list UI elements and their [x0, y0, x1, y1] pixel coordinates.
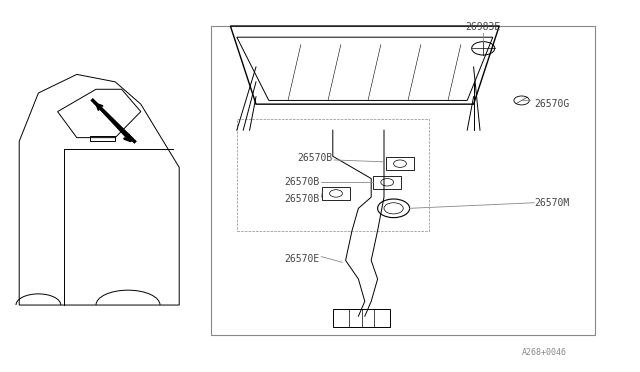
Text: 26570M: 26570M	[534, 198, 570, 208]
Bar	[373, 176, 401, 189]
Text: 26570G: 26570G	[534, 99, 570, 109]
Bar	[237, 119, 429, 231]
Bar	[386, 157, 414, 170]
Bar	[322, 187, 350, 200]
Bar	[90, 136, 115, 141]
Bar	[211, 26, 595, 335]
Text: 26570B: 26570B	[285, 194, 320, 204]
Text: 26570B: 26570B	[298, 153, 333, 163]
Text: 26570E: 26570E	[285, 254, 320, 263]
Text: A268+0046: A268+0046	[522, 348, 566, 357]
Text: 26983E: 26983E	[465, 22, 501, 32]
Text: 26570B: 26570B	[285, 177, 320, 187]
Bar	[333, 309, 390, 327]
